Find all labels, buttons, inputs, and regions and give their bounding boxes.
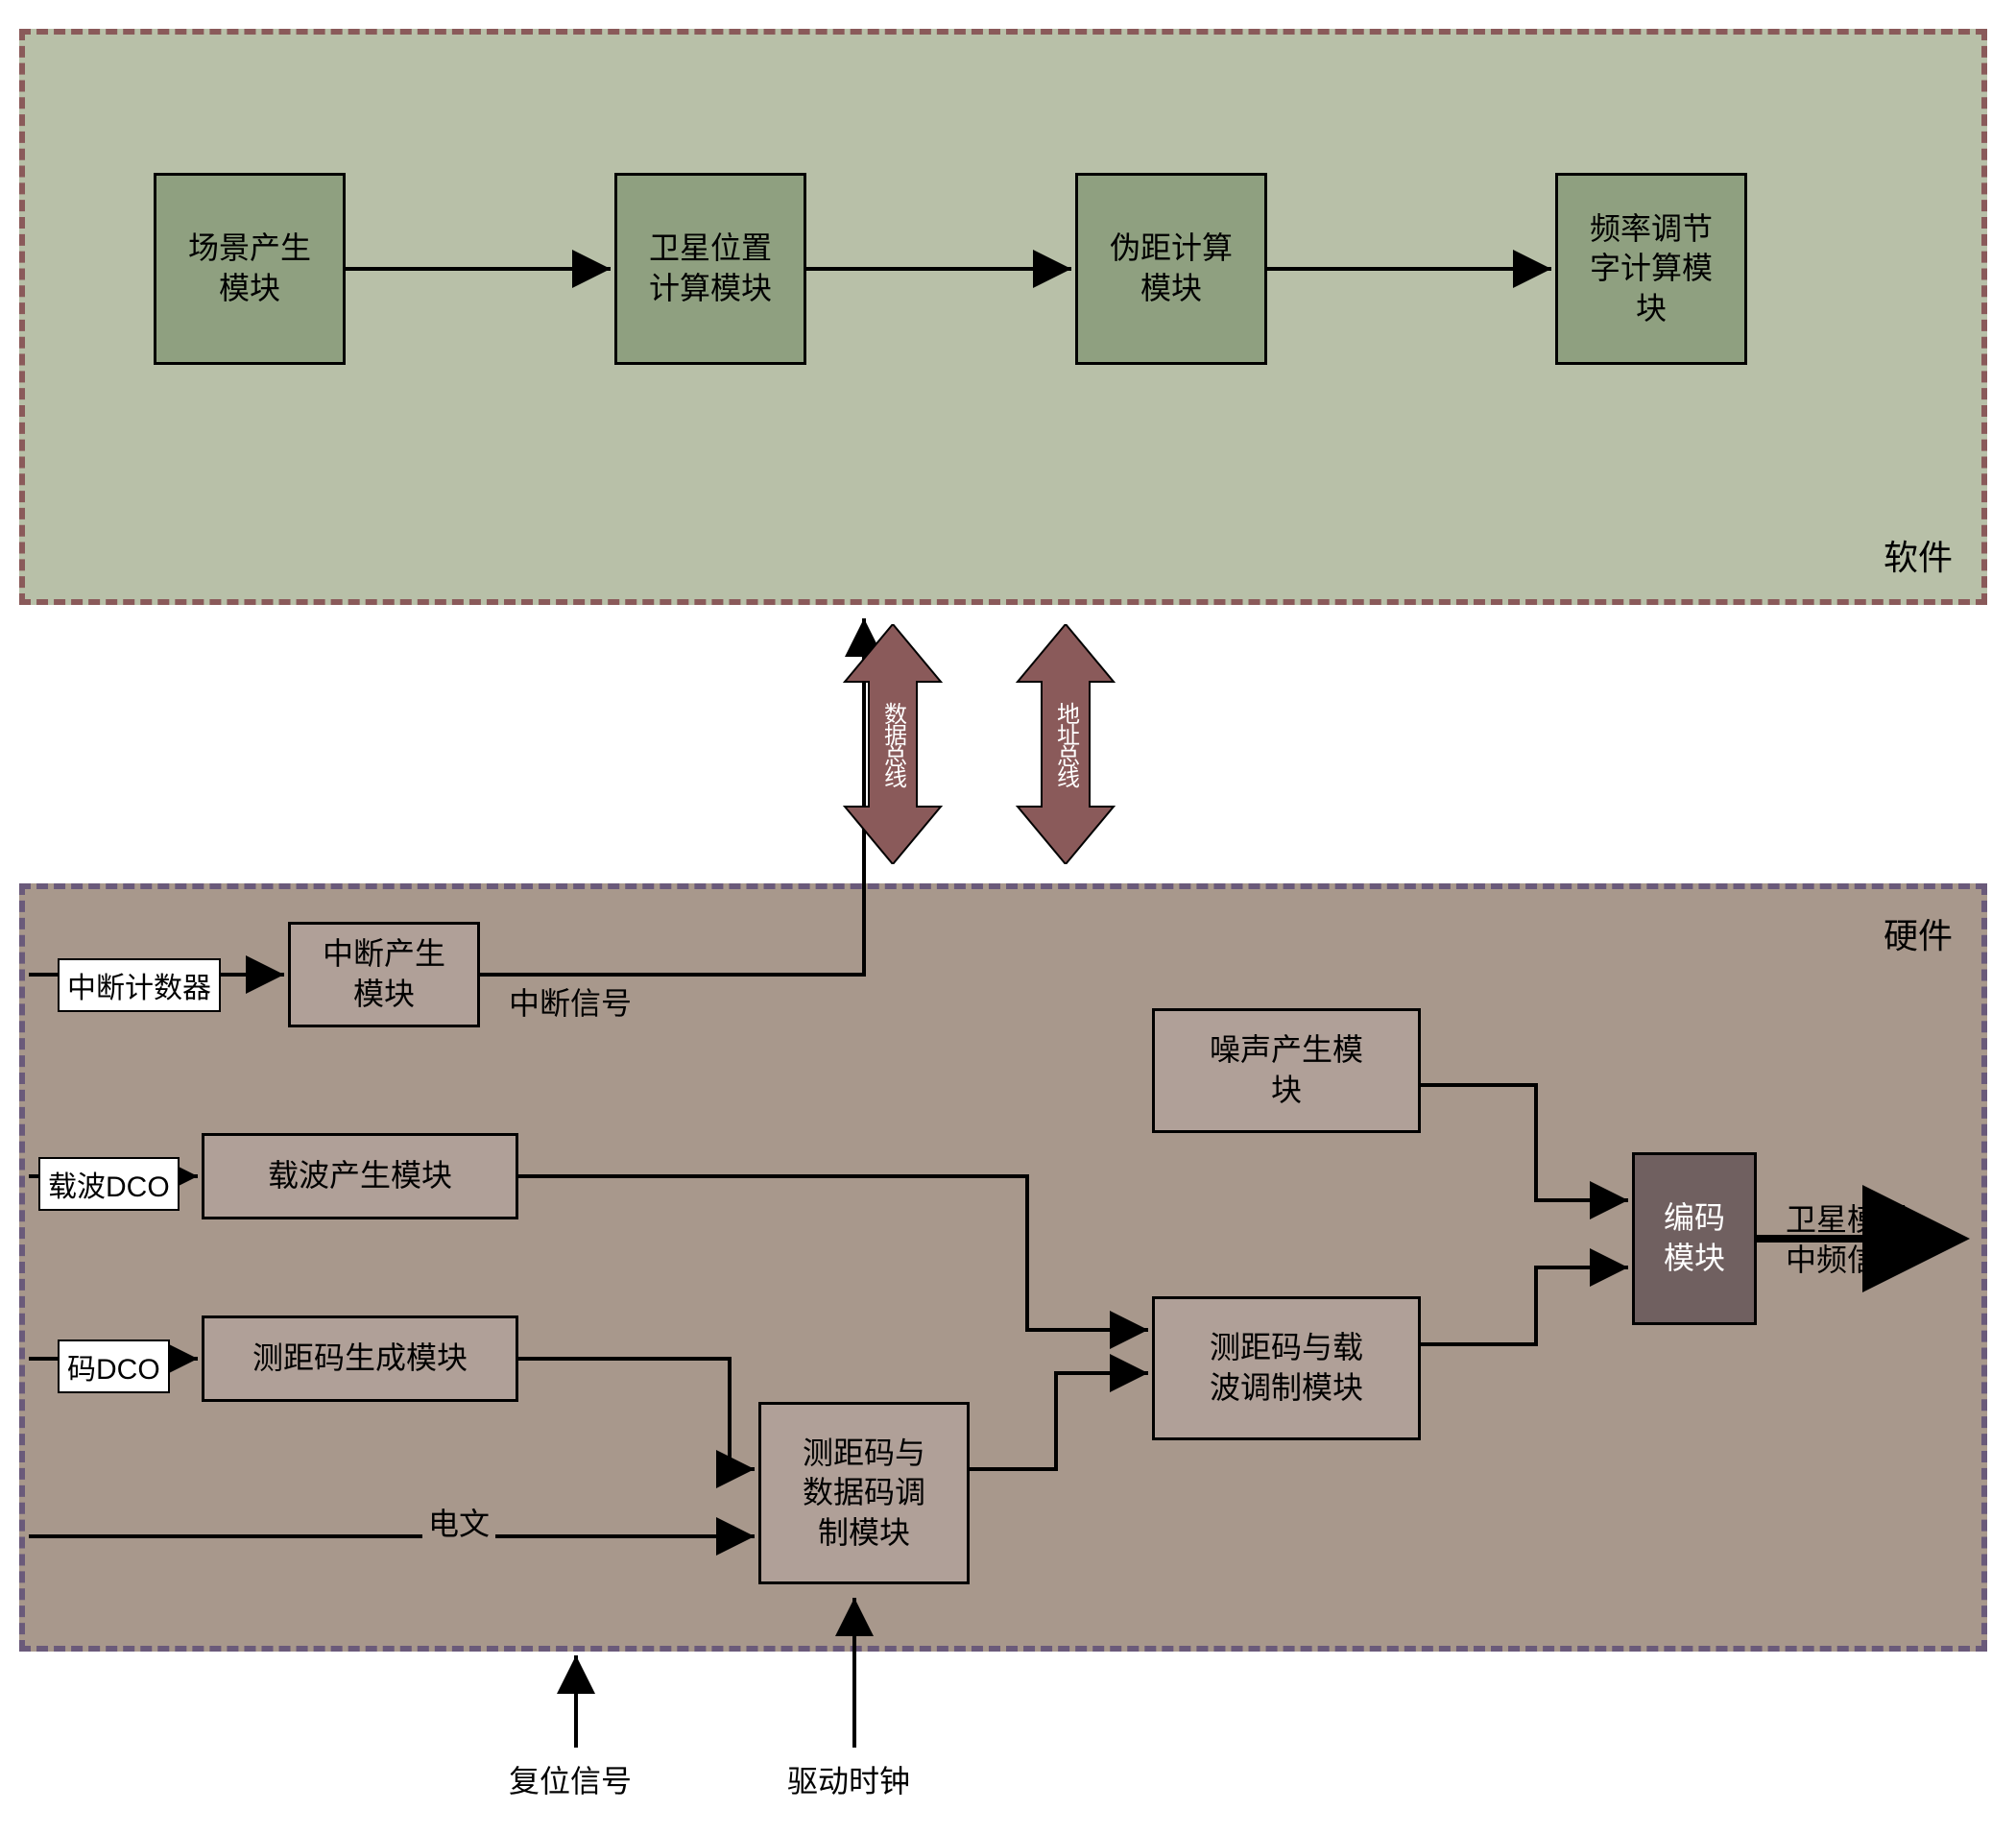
interrupt-label: 中断产生 模块 xyxy=(323,934,445,1014)
software-label: 软件 xyxy=(1884,530,1953,580)
carrier-dco-label: 载波DCO xyxy=(38,1157,180,1211)
reset-label: 复位信号 xyxy=(509,1757,632,1801)
clock-label: 驱动时钟 xyxy=(787,1757,910,1801)
noise-label: 噪声产生模 块 xyxy=(1210,1030,1363,1110)
data-bus-arrow: 数据总线 xyxy=(835,624,950,864)
pseudorange-label: 伪距计算 模块 xyxy=(1110,229,1233,308)
ranging-label: 测距码生成模块 xyxy=(252,1339,468,1379)
carriermod-label: 测距码与载 波调制模块 xyxy=(1210,1328,1363,1408)
addr-bus-arrow: 地址总线 xyxy=(1008,624,1123,864)
satpos-label: 卫星位置 计算模块 xyxy=(649,229,772,308)
int-counter-label: 中断计数器 xyxy=(58,958,221,1012)
satpos-box: 卫星位置 计算模块 xyxy=(614,173,806,365)
ranging-box: 测距码生成模块 xyxy=(202,1315,518,1402)
int-signal-label: 中断信号 xyxy=(509,979,632,1024)
carriermod-box: 测距码与载 波调制模块 xyxy=(1152,1296,1421,1440)
noise-box: 噪声产生模 块 xyxy=(1152,1008,1421,1133)
encode-box: 编码 模块 xyxy=(1632,1152,1757,1325)
encode-label: 编码 模块 xyxy=(1664,1198,1725,1278)
addr-bus-label: 地址总线 xyxy=(1049,702,1083,786)
freqadj-label: 频率调节 字计算模 块 xyxy=(1590,209,1713,329)
datamod-box: 测距码与 数据码调 制模块 xyxy=(758,1402,970,1584)
carrier-label: 载波产生模块 xyxy=(268,1156,452,1196)
message-label: 电文 xyxy=(422,1500,495,1544)
pseudorange-box: 伪距计算 模块 xyxy=(1075,173,1267,365)
hardware-label: 硬件 xyxy=(1884,908,1953,958)
scene-gen-label: 场景产生 模块 xyxy=(188,229,311,308)
freqadj-box: 频率调节 字计算模 块 xyxy=(1555,173,1747,365)
carrier-box: 载波产生模块 xyxy=(202,1133,518,1219)
interrupt-box: 中断产生 模块 xyxy=(288,922,480,1027)
data-bus-label: 数据总线 xyxy=(876,702,910,786)
output-label: 卫星模拟 中频信号 xyxy=(1786,1200,1908,1280)
code-dco-label: 码DCO xyxy=(58,1339,170,1393)
datamod-label: 测距码与 数据码调 制模块 xyxy=(803,1434,925,1554)
scene-gen-box: 场景产生 模块 xyxy=(154,173,346,365)
